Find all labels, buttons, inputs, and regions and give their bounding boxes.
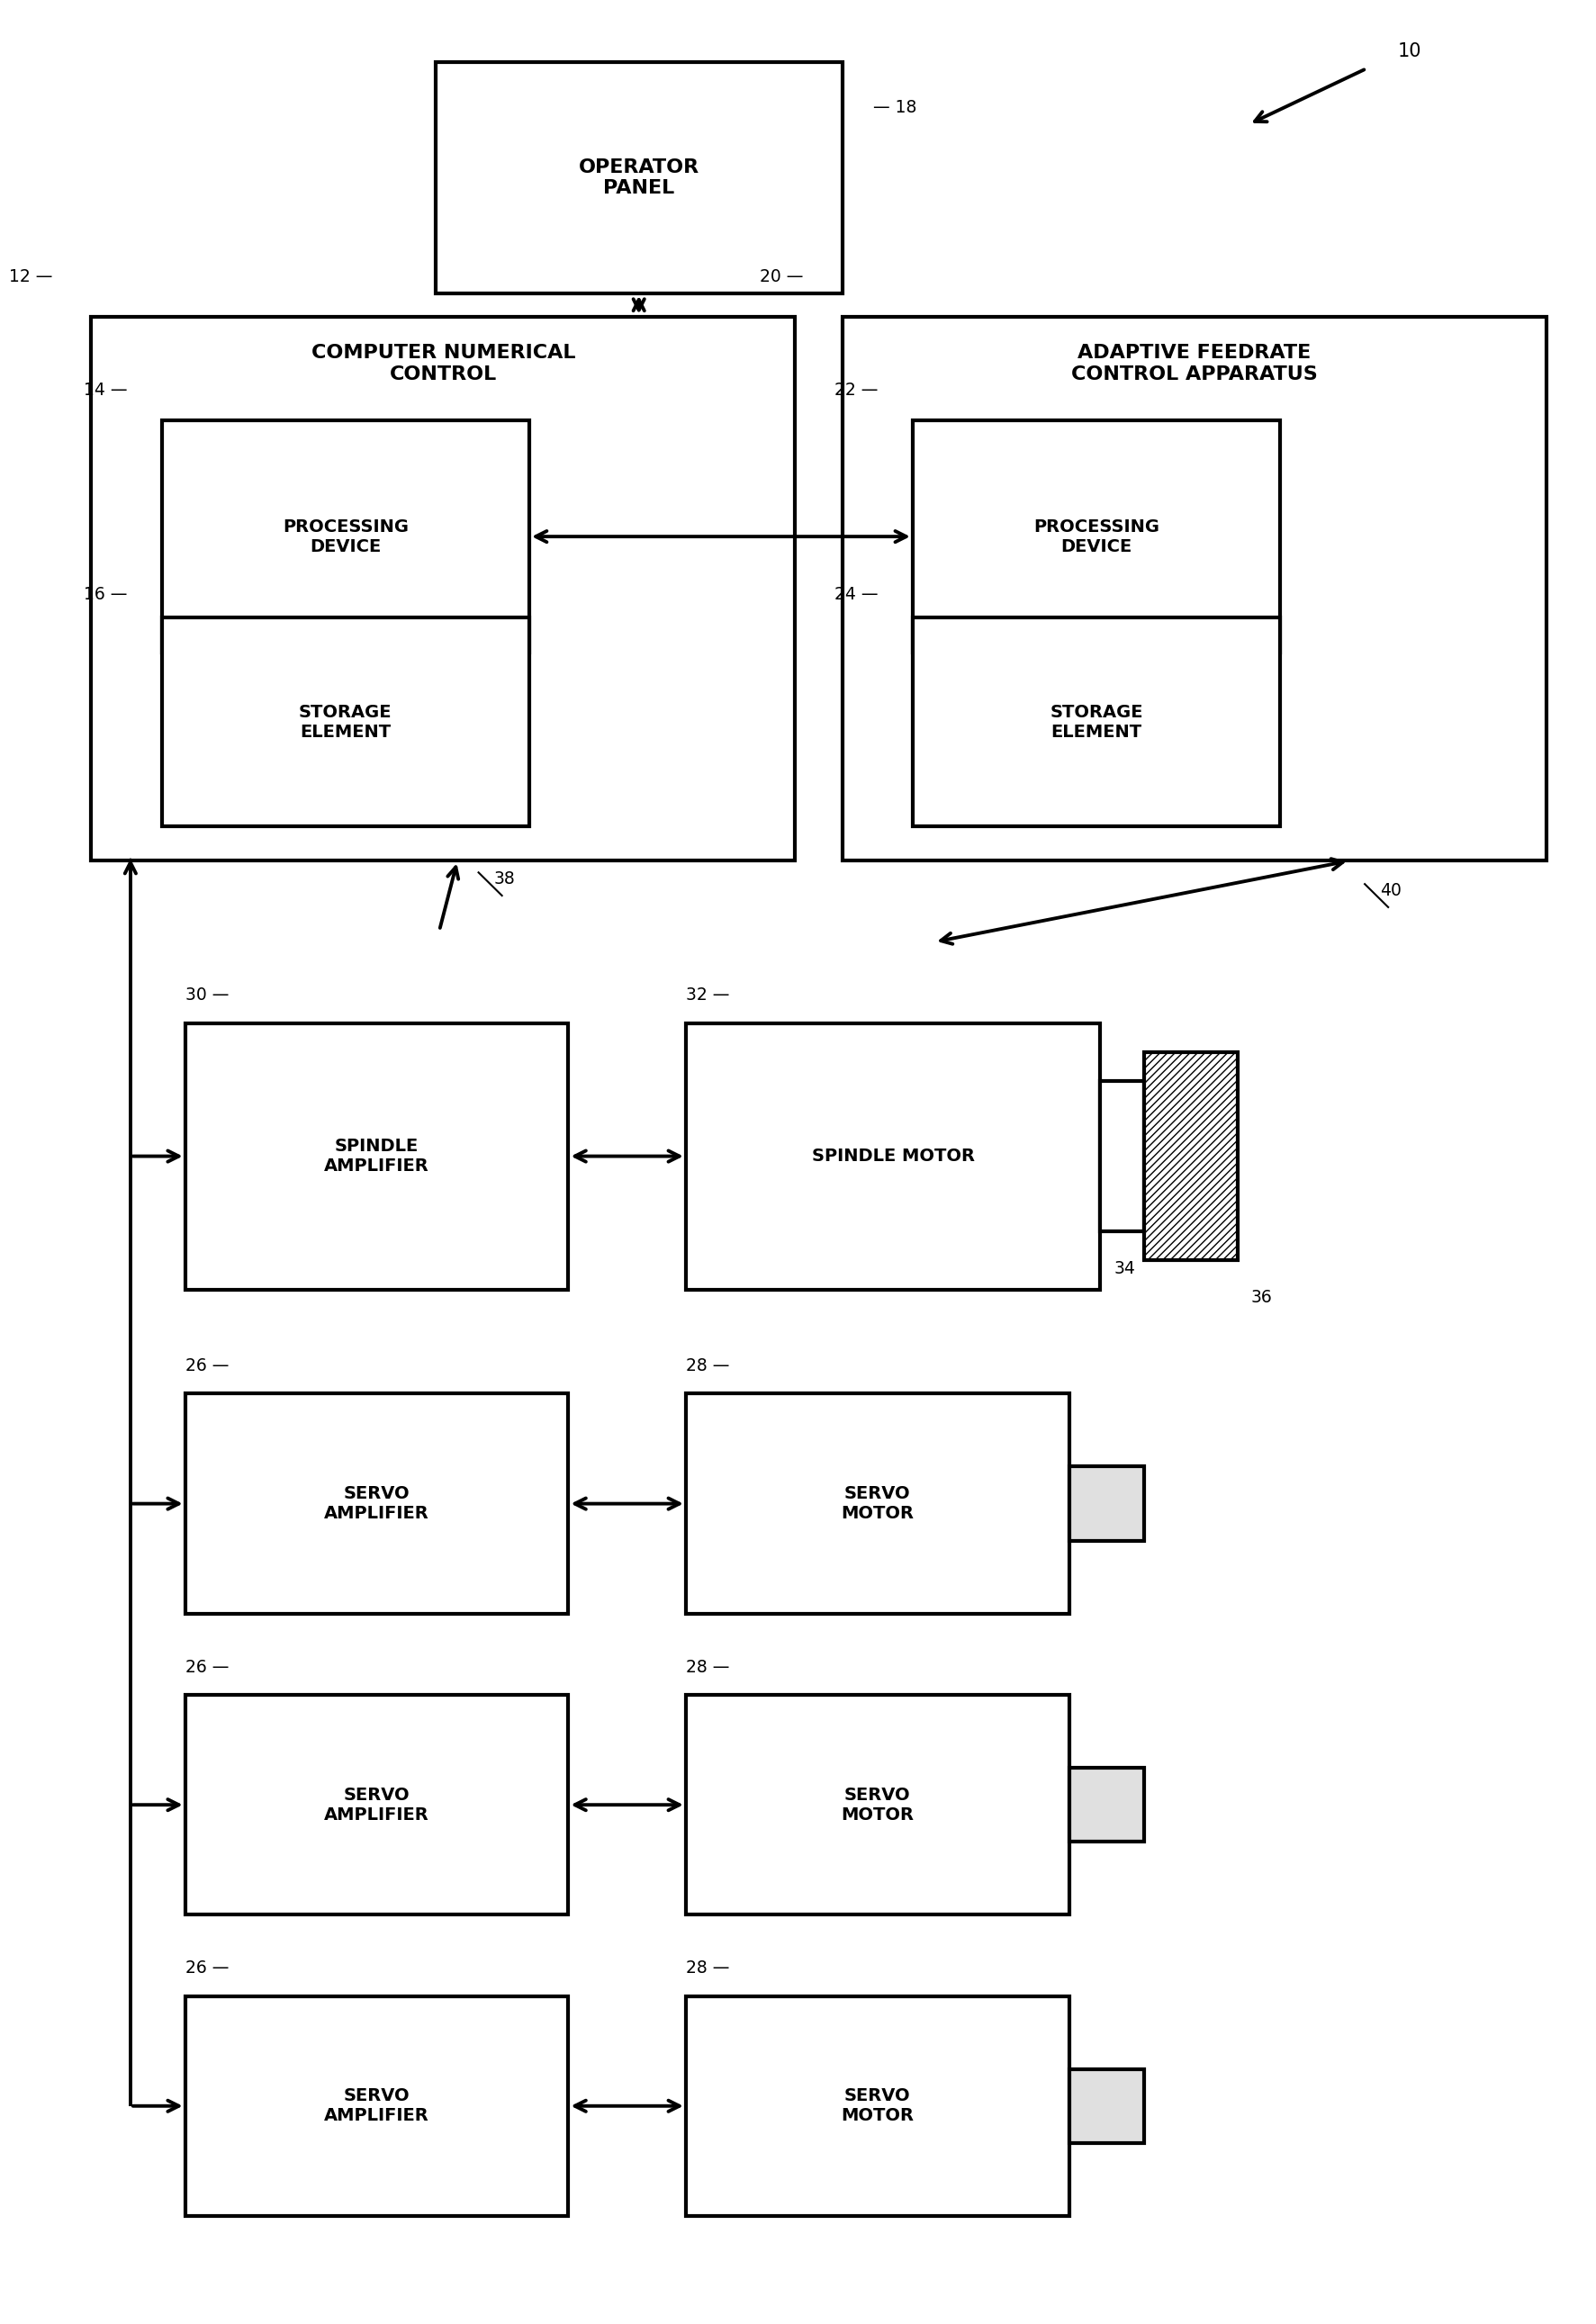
Text: 14 —: 14 — [83, 381, 128, 400]
Text: 16 —: 16 — [83, 586, 128, 602]
Bar [161, 421, 528, 653]
Bar [911, 618, 1280, 825]
Text: 28 —: 28 — [685, 1959, 729, 1978]
Text: 26 —: 26 — [185, 1959, 228, 1978]
Bar [685, 1394, 1068, 1613]
Bar [91, 316, 795, 860]
Text: 28 —: 28 — [685, 1357, 729, 1373]
Bar [185, 1023, 568, 1290]
Text: 26 —: 26 — [185, 1659, 228, 1676]
Text: 32 —: 32 — [685, 988, 729, 1004]
Text: OPERATOR
PANEL: OPERATOR PANEL [578, 158, 699, 198]
Text: SERVO
MOTOR: SERVO MOTOR [841, 2087, 913, 2124]
Bar [1143, 1053, 1237, 1260]
Text: 24 —: 24 — [835, 586, 878, 602]
Text: SERVO
MOTOR: SERVO MOTOR [841, 1787, 913, 1824]
Text: SERVO
MOTOR: SERVO MOTOR [841, 1485, 913, 1522]
Text: 30 —: 30 — [185, 988, 228, 1004]
Text: ADAPTIVE FEEDRATE
CONTROL APPARATUS: ADAPTIVE FEEDRATE CONTROL APPARATUS [1071, 344, 1317, 383]
Bar [161, 618, 528, 825]
Text: SPINDLE
AMPLIFIER: SPINDLE AMPLIFIER [324, 1139, 429, 1174]
Text: 20 —: 20 — [760, 270, 803, 286]
Text: 40: 40 [1379, 883, 1401, 899]
Text: SPINDLE MOTOR: SPINDLE MOTOR [811, 1148, 974, 1164]
Bar [185, 1694, 568, 1915]
Text: 36: 36 [1250, 1287, 1270, 1306]
Bar [185, 1394, 568, 1613]
Text: PROCESSING
DEVICE: PROCESSING DEVICE [282, 518, 409, 555]
Bar [436, 63, 841, 293]
Bar [1068, 1466, 1143, 1541]
Bar [685, 1694, 1068, 1915]
Bar [185, 1996, 568, 2217]
Bar [841, 316, 1545, 860]
Text: 38: 38 [493, 872, 516, 888]
Text: STORAGE
ELEMENT: STORAGE ELEMENT [1049, 704, 1143, 741]
Text: SERVO
AMPLIFIER: SERVO AMPLIFIER [324, 2087, 429, 2124]
Text: 22 —: 22 — [835, 381, 878, 400]
Text: 10: 10 [1396, 42, 1420, 60]
Text: STORAGE
ELEMENT: STORAGE ELEMENT [298, 704, 393, 741]
Bar [685, 1023, 1100, 1290]
Text: SERVO
AMPLIFIER: SERVO AMPLIFIER [324, 1485, 429, 1522]
Text: 34: 34 [1114, 1260, 1135, 1276]
Text: — 18: — 18 [873, 100, 916, 116]
Text: PROCESSING
DEVICE: PROCESSING DEVICE [1033, 518, 1159, 555]
Bar [1068, 2068, 1143, 2143]
Bar [911, 421, 1280, 653]
Bar [1100, 1081, 1143, 1232]
Text: COMPUTER NUMERICAL
CONTROL: COMPUTER NUMERICAL CONTROL [311, 344, 575, 383]
Bar [685, 1996, 1068, 2217]
Text: 28 —: 28 — [685, 1659, 729, 1676]
Text: SERVO
AMPLIFIER: SERVO AMPLIFIER [324, 1787, 429, 1824]
Bar [1068, 1769, 1143, 1843]
Text: 12 —: 12 — [8, 270, 53, 286]
Text: 26 —: 26 — [185, 1357, 228, 1373]
